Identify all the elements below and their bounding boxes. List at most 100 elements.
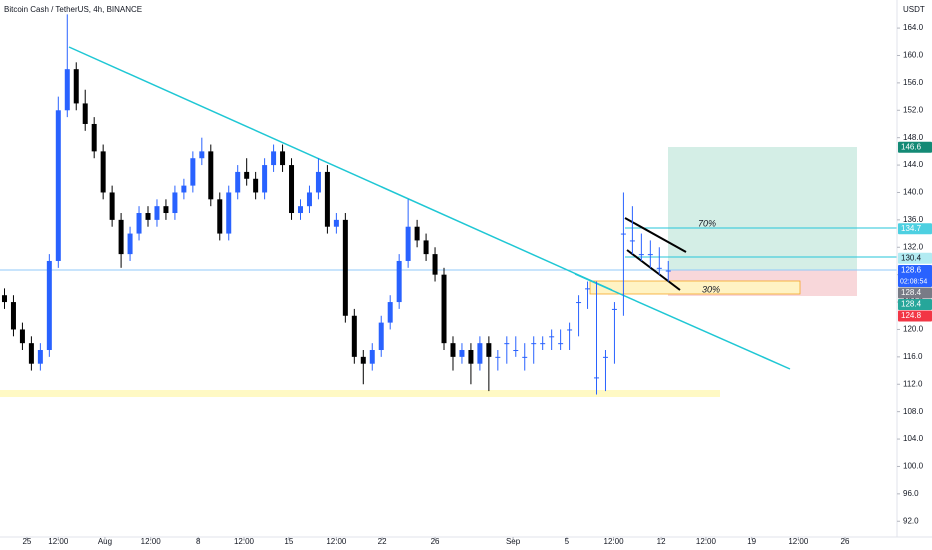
candle-body bbox=[441, 274, 447, 344]
candle-body bbox=[513, 350, 519, 352]
candle-body bbox=[638, 254, 644, 256]
x-tick-label: Aug bbox=[98, 537, 112, 546]
x-tick-label: 12:00 bbox=[48, 537, 69, 546]
y-tick-label: 164.0 bbox=[903, 23, 924, 32]
candle-body bbox=[289, 165, 295, 214]
support-zone bbox=[0, 390, 720, 397]
y-tick-label: 116.0 bbox=[903, 352, 923, 361]
y-tick-label: 136.0 bbox=[903, 215, 924, 224]
price-label: 146.6 bbox=[901, 142, 922, 151]
y-tick-label: 112.0 bbox=[903, 379, 923, 388]
y-unit: USDT bbox=[903, 5, 925, 14]
candle-body bbox=[549, 336, 555, 338]
x-tick-label: 12:00 bbox=[141, 537, 162, 546]
countdown: 02:08:54 bbox=[900, 278, 927, 285]
x-tick-label: 26 bbox=[841, 537, 850, 546]
candle-body bbox=[486, 343, 492, 357]
x-tick-label: 12:00 bbox=[696, 537, 717, 546]
candle-body bbox=[351, 315, 357, 357]
x-tick-label: 12 bbox=[657, 537, 666, 546]
x-tick-label: 15 bbox=[284, 537, 293, 546]
profit-zone bbox=[668, 147, 857, 270]
chart-title: Bitcoin Cash / TetherUS, 4h, BINANCE bbox=[4, 5, 142, 14]
candle-body bbox=[567, 329, 573, 331]
price-label-box bbox=[898, 287, 932, 299]
candle-body bbox=[208, 151, 214, 200]
y-tick-label: 108.0 bbox=[903, 407, 924, 416]
candle-body bbox=[495, 356, 501, 358]
y-tick-label: 160.0 bbox=[903, 51, 924, 60]
annotation: 70% bbox=[698, 218, 716, 228]
x-tick-label: 22 bbox=[378, 537, 387, 546]
candle-body bbox=[100, 151, 106, 193]
candle-body bbox=[504, 343, 510, 345]
y-tick-label: 120.0 bbox=[903, 325, 924, 334]
candle-body bbox=[235, 171, 241, 193]
candle-body bbox=[145, 213, 151, 220]
x-tick-label: 12:00 bbox=[604, 537, 625, 546]
candle-body bbox=[629, 240, 635, 242]
candle-body bbox=[405, 226, 411, 261]
candle-body bbox=[531, 343, 537, 345]
candle-body bbox=[280, 151, 286, 166]
candle-body bbox=[324, 171, 330, 227]
candle-body bbox=[594, 377, 600, 379]
candle-body bbox=[10, 302, 16, 330]
channel-line bbox=[626, 249, 681, 291]
candle-body bbox=[127, 233, 133, 255]
channel-line bbox=[624, 217, 687, 253]
y-tick-label: 92.0 bbox=[903, 516, 919, 525]
candle-body bbox=[1, 295, 7, 303]
annotation: 30% bbox=[702, 284, 720, 294]
candle-body bbox=[387, 302, 393, 323]
candle-body bbox=[28, 343, 34, 364]
x-tick-label: Sep bbox=[506, 537, 521, 546]
y-tick-label: 104.0 bbox=[903, 434, 924, 443]
entry-zone bbox=[589, 280, 801, 295]
candle-body bbox=[109, 192, 115, 220]
x-tick-label: 12:00 bbox=[788, 537, 809, 546]
candle-body bbox=[576, 302, 582, 304]
candle-body bbox=[450, 343, 456, 357]
trend-line bbox=[574, 273, 791, 370]
candle-body bbox=[665, 270, 671, 272]
y-tick-label: 152.0 bbox=[903, 105, 924, 114]
candle-body bbox=[190, 158, 196, 186]
candle-body bbox=[477, 343, 483, 364]
candle-body bbox=[217, 199, 223, 234]
y-tick-label: 148.0 bbox=[903, 133, 924, 142]
price-label: 128.4 bbox=[901, 288, 922, 297]
price-label: 128.6 bbox=[901, 266, 922, 275]
y-tick-label: 140.0 bbox=[903, 188, 924, 197]
price-label-box bbox=[898, 223, 932, 235]
candle-body bbox=[262, 165, 268, 193]
candle-body bbox=[396, 260, 402, 303]
candle-body bbox=[181, 185, 187, 193]
price-label-box bbox=[898, 310, 932, 322]
x-tick-label: 8 bbox=[196, 537, 201, 546]
x-tick-label: 26 bbox=[431, 537, 440, 546]
x-tick-label: 19 bbox=[747, 537, 756, 546]
candle-body bbox=[656, 267, 662, 269]
candle-body bbox=[73, 69, 79, 104]
candle-body bbox=[333, 219, 339, 227]
price-label: 130.4 bbox=[901, 253, 922, 262]
candle-body bbox=[154, 206, 160, 220]
x-tick-label: 12:00 bbox=[234, 537, 255, 546]
candle-body bbox=[602, 356, 608, 358]
trend-line bbox=[68, 46, 613, 291]
candles bbox=[1, 14, 671, 395]
candle-body bbox=[253, 178, 259, 193]
y-tick-label: 100.0 bbox=[903, 462, 924, 471]
candle-body bbox=[19, 329, 25, 344]
x-tick-label: 12:00 bbox=[326, 537, 347, 546]
candle-body bbox=[620, 233, 626, 235]
candle-body bbox=[468, 350, 474, 364]
candle-body bbox=[647, 254, 653, 256]
candle-body bbox=[522, 356, 528, 358]
candle-body bbox=[423, 240, 429, 255]
price-label: 134.7 bbox=[901, 224, 922, 233]
candle-body bbox=[459, 350, 465, 357]
candle-body bbox=[91, 123, 97, 152]
